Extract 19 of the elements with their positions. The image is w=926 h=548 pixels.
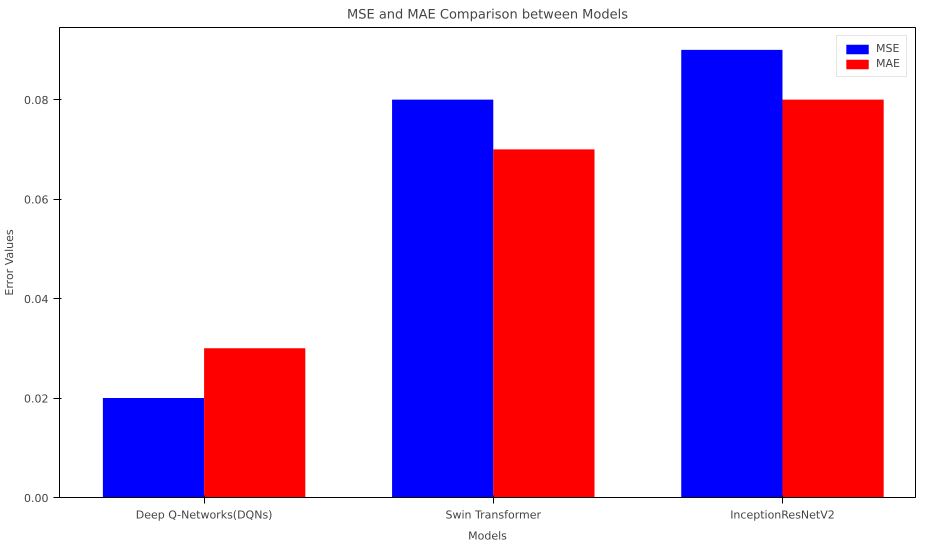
bar: [102, 398, 204, 498]
x-tick-label: InceptionResNetV2: [730, 508, 835, 522]
bar: [681, 50, 782, 498]
y-tick-label: 0.04: [24, 293, 49, 306]
x-tick-label: Deep Q-Networks(DQNs): [136, 508, 272, 522]
x-tick-label: Swin Transformer: [446, 508, 542, 522]
chart-title: MSE and MAE Comparison between Models: [347, 8, 628, 22]
y-tick-label: 0.08: [24, 94, 49, 108]
legend-label: MSE: [876, 42, 900, 55]
bar: [204, 348, 306, 498]
y-axis-title: Error Values: [3, 229, 16, 296]
y-tick-label: 0.06: [24, 194, 49, 207]
y-tick-label: 0.00: [24, 492, 49, 505]
bar: [493, 149, 594, 498]
bar: [782, 100, 884, 498]
bar: [392, 100, 494, 498]
legend-label: MAE: [876, 57, 900, 70]
x-axis-title: Models: [468, 530, 508, 542]
y-tick-label: 0.02: [24, 392, 49, 406]
